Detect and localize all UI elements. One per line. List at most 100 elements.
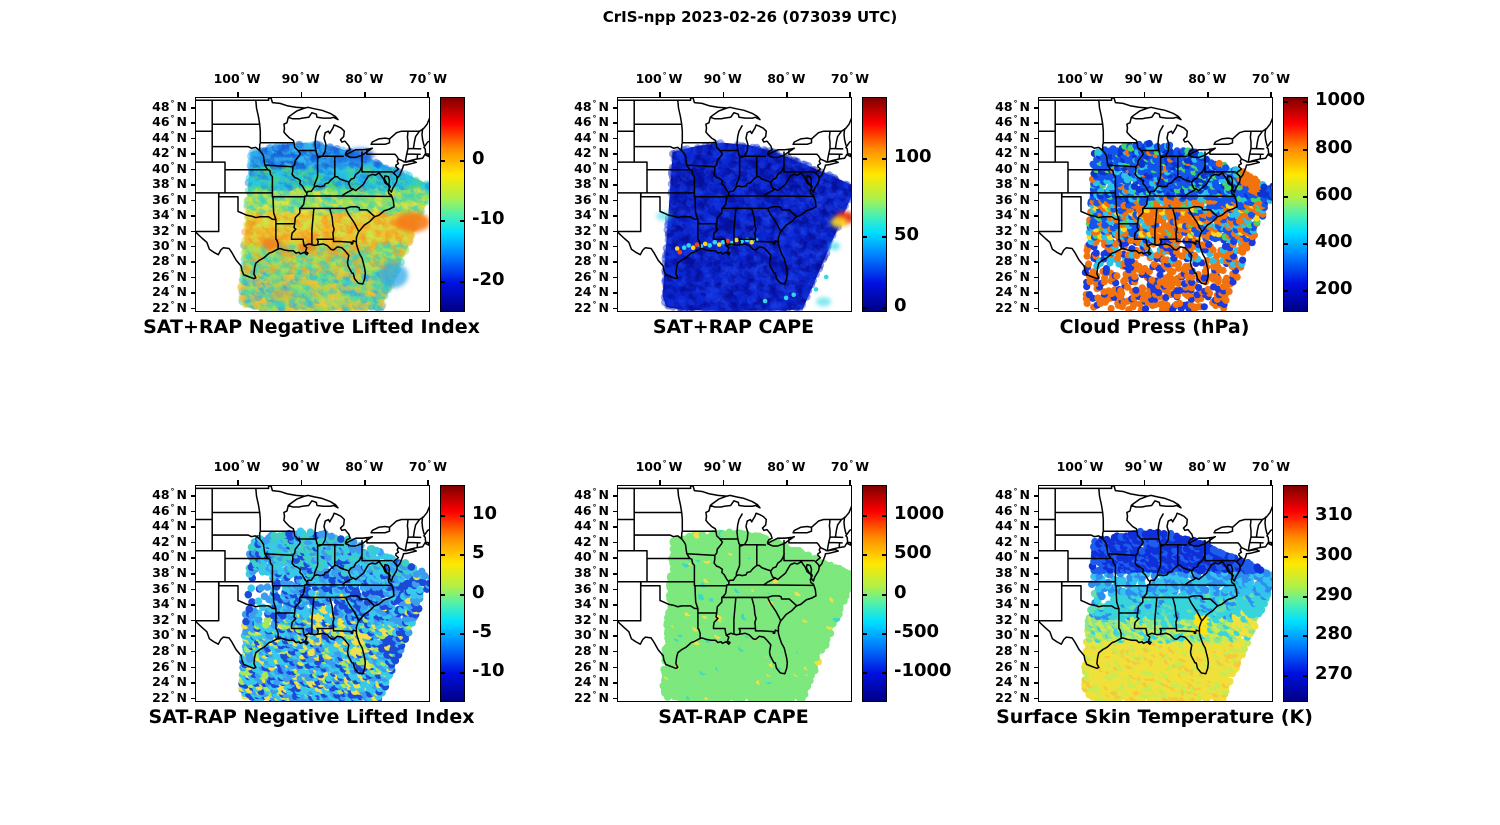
colorbar-tick-label: 280 xyxy=(1315,623,1353,644)
lat-tick-label: 34° N xyxy=(995,207,1030,223)
lat-tick-label: 30° N xyxy=(995,237,1030,253)
lon-tick-mark xyxy=(786,92,788,97)
lat-tick-mark xyxy=(191,619,195,622)
lat-tick-label: 42° N xyxy=(995,533,1030,549)
data-speckle xyxy=(823,274,829,280)
map-plot xyxy=(195,485,430,702)
lat-tick-mark xyxy=(191,153,195,155)
lat-tick-label: 24° N xyxy=(574,674,609,690)
lat-tick-label: 36° N xyxy=(995,191,1030,207)
colorbar-tick xyxy=(1303,243,1307,245)
lat-tick-label: 30° N xyxy=(574,627,609,643)
lat-tick-mark xyxy=(613,697,617,700)
lat-tick-mark xyxy=(613,153,617,155)
colorbar xyxy=(440,485,465,702)
lat-tick-mark xyxy=(1034,619,1038,622)
lon-tick-label: 70° W xyxy=(830,71,870,86)
lat-tick-mark xyxy=(613,510,617,513)
lat-tick-label: 40° N xyxy=(995,160,1030,176)
lat-tick-mark xyxy=(191,557,195,559)
lat-tick-label: 26° N xyxy=(995,658,1030,674)
data-speckle xyxy=(734,237,739,243)
colorbar-tick xyxy=(882,594,886,596)
lat-tick-mark xyxy=(191,292,195,294)
colorbar-tick xyxy=(1303,516,1307,518)
map-plot xyxy=(617,97,852,312)
lat-tick-label: 40° N xyxy=(152,160,187,176)
colorbar-tick-label: 5 xyxy=(472,542,485,563)
data-speckle xyxy=(744,237,750,243)
lon-tick-mark xyxy=(1207,480,1209,485)
lon-tick-label: 100° W xyxy=(1056,459,1104,474)
colorbar-tick xyxy=(1284,149,1288,151)
data-speckle xyxy=(677,250,683,255)
lat-tick-mark xyxy=(191,107,195,109)
lon-tick-label: 100° W xyxy=(213,71,261,86)
colorbar-tick-label: -5 xyxy=(472,621,492,642)
lon-tick-mark xyxy=(1143,92,1146,97)
lat-tick-mark xyxy=(613,245,617,248)
lat-tick-label: 40° N xyxy=(574,160,609,176)
lat-tick-mark xyxy=(191,261,195,263)
lat-tick-mark xyxy=(1034,184,1038,186)
colorbar-tick xyxy=(1284,516,1288,518)
data-speckle xyxy=(762,298,768,304)
lat-tick-mark xyxy=(613,122,617,124)
lat-tick-mark xyxy=(191,682,195,684)
lon-tick-label: 90° W xyxy=(703,459,742,474)
lat-tick-mark xyxy=(1034,245,1038,248)
lat-tick-mark xyxy=(191,697,195,700)
data-speckle xyxy=(707,243,712,248)
colorbar-tick xyxy=(460,594,464,596)
colorbar-tick xyxy=(882,158,886,160)
lat-tick-label: 44° N xyxy=(574,518,609,534)
lat-tick-mark xyxy=(1034,650,1038,653)
lon-tick-mark xyxy=(1270,92,1272,97)
colorbar-tick xyxy=(1303,101,1307,103)
colorbar-tick xyxy=(1284,635,1288,637)
colorbar-tick xyxy=(863,307,867,309)
colorbar-tick-label: 600 xyxy=(1315,184,1353,205)
us-state-outlines xyxy=(196,486,429,675)
data-speckle xyxy=(720,240,726,245)
lat-tick-mark xyxy=(191,199,195,202)
data-speckle xyxy=(702,241,708,247)
colorbar-tick xyxy=(1284,101,1288,103)
lat-tick-label: 28° N xyxy=(574,642,609,658)
lat-tick-label: 24° N xyxy=(574,284,609,300)
lon-tick-label: 90° W xyxy=(1124,71,1163,86)
lat-tick-label: 46° N xyxy=(152,114,187,130)
lat-tick-mark xyxy=(191,184,195,186)
us-state-outlines xyxy=(618,98,851,285)
lon-tick-label: 70° W xyxy=(1251,71,1291,86)
lat-tick-mark xyxy=(191,276,195,279)
map-canvas xyxy=(618,486,851,701)
lat-tick-label: 26° N xyxy=(574,268,609,284)
lon-tick-mark xyxy=(849,92,851,97)
data-speckle xyxy=(725,238,730,244)
lat-tick-mark xyxy=(613,635,617,637)
lat-tick-mark xyxy=(191,635,195,637)
lat-tick-mark xyxy=(613,557,617,559)
colorbar-tick-label: 400 xyxy=(1315,231,1353,252)
lat-tick-mark xyxy=(613,573,617,575)
lon-tick-label: 90° W xyxy=(1124,459,1163,474)
lon-tick-mark xyxy=(300,92,303,97)
lat-tick-label: 34° N xyxy=(574,207,609,223)
colorbar-tick-label: -20 xyxy=(472,269,505,290)
lat-tick-label: 48° N xyxy=(152,99,187,115)
lat-tick-mark xyxy=(613,168,617,171)
colorbar-tick-label: 310 xyxy=(1315,504,1353,525)
data-blob xyxy=(260,237,282,251)
colorbar-tick-label: 300 xyxy=(1315,544,1353,565)
lat-tick-mark xyxy=(613,588,617,591)
colorbar-tick xyxy=(882,633,886,635)
colorbar-tick xyxy=(1303,635,1307,637)
lat-tick-mark xyxy=(191,650,195,653)
lon-tick-mark xyxy=(786,480,788,485)
colorbar-tick xyxy=(882,554,886,556)
lat-tick-label: 22° N xyxy=(574,689,609,705)
colorbar-tick xyxy=(441,594,445,596)
lat-tick-label: 42° N xyxy=(574,533,609,549)
